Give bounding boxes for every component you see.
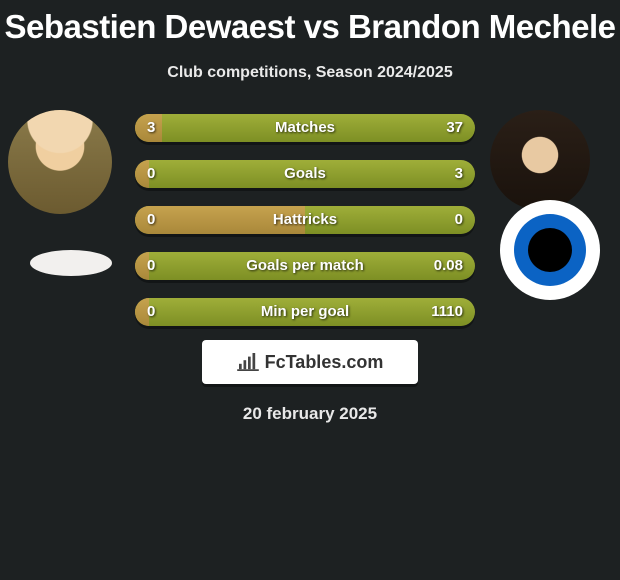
stat-label: Hattricks bbox=[135, 206, 475, 234]
stat-label: Goals per match bbox=[135, 252, 475, 280]
comparison-panel: 337Matches 03Goals 00Hattricks 00.08Goals p… bbox=[0, 110, 620, 430]
stat-row: 337Matches bbox=[135, 114, 475, 142]
player-left-avatar bbox=[8, 110, 112, 214]
stat-row: 00Hattricks bbox=[135, 206, 475, 234]
club-badge-ring bbox=[514, 214, 586, 286]
stat-label: Min per goal bbox=[135, 298, 475, 326]
club-badge-core bbox=[528, 228, 572, 272]
page-title: Sebastien Dewaest vs Brandon Mechele bbox=[0, 0, 620, 46]
stat-label: Goals bbox=[135, 160, 475, 188]
stat-row: 03Goals bbox=[135, 160, 475, 188]
bar-chart-icon bbox=[237, 353, 259, 371]
player-right-face bbox=[490, 110, 590, 210]
footer-date: 20 february 2025 bbox=[0, 404, 620, 424]
player-left-club-badge bbox=[30, 250, 112, 276]
player-right-club-badge bbox=[500, 200, 600, 300]
player-left-face bbox=[8, 110, 112, 214]
page-subtitle: Club competitions, Season 2024/2025 bbox=[0, 64, 620, 82]
footer-brand-badge: FcTables.com bbox=[202, 340, 418, 384]
player-right-avatar bbox=[490, 110, 590, 210]
stat-label: Matches bbox=[135, 114, 475, 142]
stat-row: 00.08Goals per match bbox=[135, 252, 475, 280]
stat-bars: 337Matches 03Goals 00Hattricks 00.08Goals p… bbox=[135, 114, 475, 344]
footer-brand-text: FcTables.com bbox=[265, 352, 384, 373]
stat-row: 01110Min per goal bbox=[135, 298, 475, 326]
